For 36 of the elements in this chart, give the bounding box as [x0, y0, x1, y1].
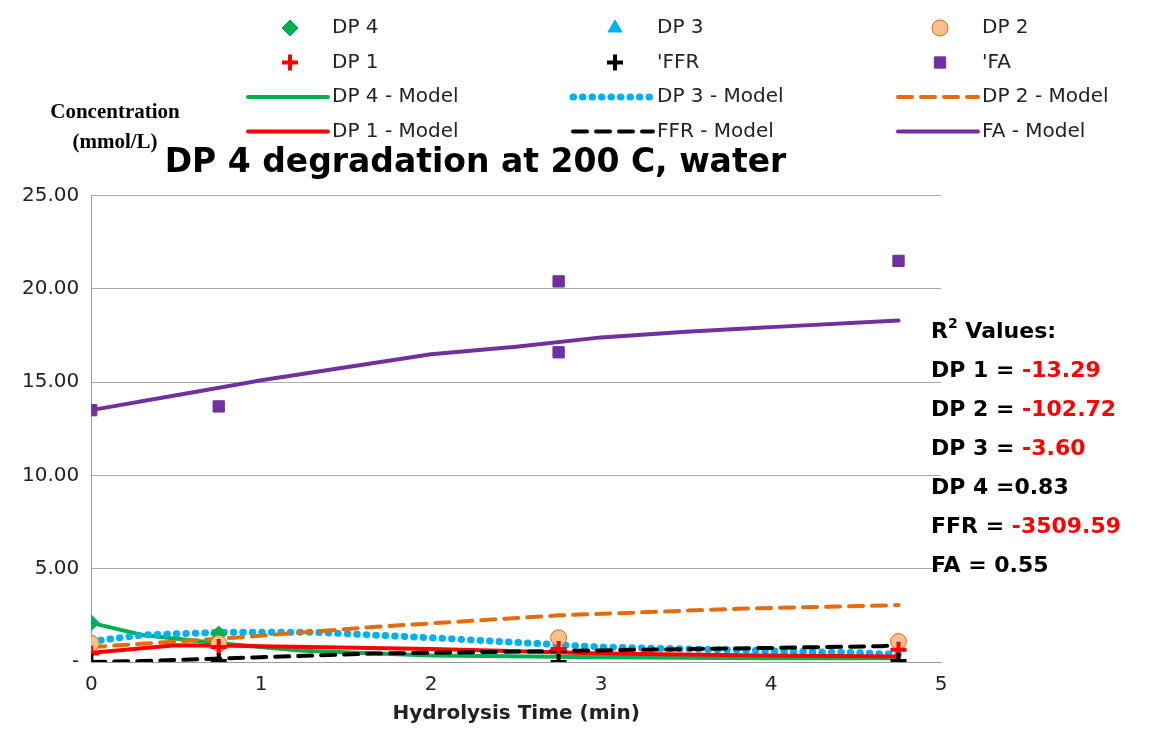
- x-tick-label: 5: [934, 671, 948, 696]
- annotation: FA = 0.55: [931, 551, 1049, 577]
- legend-label: FA - Model: [982, 117, 1086, 142]
- y-tick-label: 10.00: [21, 461, 80, 486]
- legend-label: DP 3 - Model: [657, 83, 784, 108]
- annotation: FFR = -3509.59: [931, 512, 1122, 538]
- legend-label: DP 2: [982, 14, 1029, 39]
- point: [212, 400, 225, 413]
- x-tick-label: 2: [424, 671, 438, 696]
- y-tick-label: 25.00: [21, 181, 80, 206]
- point: [892, 254, 905, 268]
- legend-label: DP 4: [332, 14, 379, 39]
- annotation: DP 3 = -3.60: [931, 434, 1086, 460]
- annotation: DP 4 =0.83: [931, 473, 1069, 499]
- x-tick-label: 0: [84, 671, 98, 696]
- legend-label: DP 2 - Model: [982, 83, 1109, 108]
- legend-label: 'FA: [982, 48, 1012, 73]
- x-axis-title: Hydrolysis Time (min): [392, 700, 640, 725]
- y-tick-label: 15.00: [21, 368, 80, 393]
- point: [550, 629, 568, 647]
- annotation: DP 1 = -13.29: [931, 356, 1101, 382]
- legend-label: DP 3: [657, 14, 704, 39]
- legend-label: 'FFR: [657, 48, 700, 73]
- point: [552, 275, 565, 288]
- x-tick-label: 4: [764, 671, 778, 696]
- legend-label: DP 1 - Model: [332, 117, 459, 142]
- legend-label: DP 4 - Model: [332, 83, 459, 108]
- x-tick-label: 3: [594, 671, 608, 696]
- y-tick-label: 5.00: [34, 554, 80, 579]
- legend-label: FFR - Model: [657, 117, 774, 142]
- y-tick-label: -: [72, 648, 80, 673]
- y-tick-label: 20.00: [21, 275, 80, 300]
- point: [552, 346, 565, 359]
- annotation: DP 2 = -102.72: [931, 395, 1117, 421]
- x-tick-label: 1: [254, 671, 268, 696]
- legend-label: DP 1: [332, 48, 379, 73]
